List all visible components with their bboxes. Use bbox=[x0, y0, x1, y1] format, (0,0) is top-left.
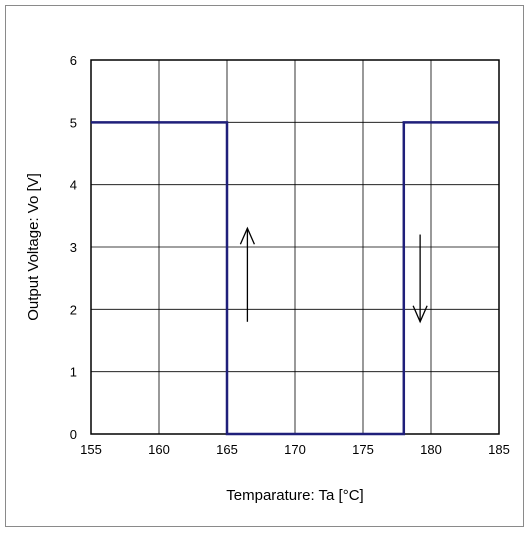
x-tick-label: 160 bbox=[148, 442, 170, 457]
y-tick-label: 3 bbox=[70, 240, 77, 255]
down-arrow-icon bbox=[412, 234, 428, 324]
tick-labels: 155 160 165 170 175 180 185 0 1 2 3 4 5 6 bbox=[70, 53, 510, 457]
annotation-arrows bbox=[239, 226, 428, 324]
series-line bbox=[91, 121, 499, 436]
y-tick-label: 2 bbox=[70, 302, 77, 317]
y-tick-label: 4 bbox=[70, 178, 77, 193]
x-tick-label: 175 bbox=[352, 442, 374, 457]
x-tick-label: 180 bbox=[420, 442, 442, 457]
y-tick-label: 0 bbox=[70, 427, 77, 442]
x-tick-label: 155 bbox=[80, 442, 102, 457]
up-arrow-icon bbox=[239, 226, 255, 322]
arrow-head bbox=[412, 305, 428, 324]
x-axis-label: Temparature: Ta [°C] bbox=[226, 487, 363, 504]
x-tick-label: 170 bbox=[284, 442, 306, 457]
series-group bbox=[91, 121, 499, 436]
y-tick-label: 6 bbox=[70, 53, 77, 68]
x-tick-label: 185 bbox=[488, 442, 510, 457]
y-tick-label: 1 bbox=[70, 365, 77, 380]
x-tick-label: 165 bbox=[216, 442, 238, 457]
arrow-head bbox=[239, 226, 255, 245]
y-tick-label: 5 bbox=[70, 115, 77, 130]
y-axis-label: Output Voltage: Vo [V] bbox=[25, 173, 42, 321]
